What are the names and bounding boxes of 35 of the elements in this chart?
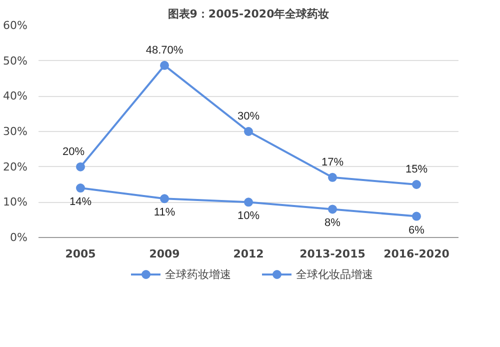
point <box>244 127 253 136</box>
legend-label: 全球药妆增速 <box>165 266 231 282</box>
x-tick-label: 2013-2015 <box>300 248 366 260</box>
x-tick-label: 2005 <box>65 248 96 260</box>
data-label: 30% <box>237 110 260 122</box>
y-tick-label: 40% <box>3 90 28 103</box>
point <box>160 194 169 204</box>
point <box>412 180 421 189</box>
data-label: 10% <box>237 210 260 222</box>
point <box>412 212 421 221</box>
data-label: 48.70% <box>146 44 184 56</box>
legend-label: 全球化妆品增速 <box>296 266 373 282</box>
x-tick-label: 2016-2020 <box>384 248 450 260</box>
data-label: 15% <box>405 164 428 176</box>
y-tick-label: 20% <box>3 160 28 174</box>
data-label: 20% <box>62 146 85 158</box>
point <box>328 204 337 214</box>
data-label: 11% <box>154 206 176 219</box>
y-tick-label: 30% <box>3 125 28 138</box>
point <box>160 60 169 70</box>
y-tick-label: 60% <box>3 19 28 32</box>
y-tick-label: 10% <box>3 196 28 209</box>
chart-title: 图表9：2005-2020年全球药妆 <box>168 8 330 20</box>
y-tick-label: 0% <box>10 231 28 244</box>
data-label: 8% <box>324 217 341 230</box>
x-tick-label: 2009 <box>149 248 180 260</box>
y-tick-label: 50% <box>3 54 28 68</box>
point <box>76 184 85 193</box>
x-tick-label: 2012 <box>233 248 264 260</box>
data-label: 6% <box>408 224 425 236</box>
data-label: 17% <box>321 156 344 168</box>
point <box>244 198 253 207</box>
data-label: 14% <box>69 196 92 208</box>
point <box>76 162 85 172</box>
point <box>328 172 337 182</box>
